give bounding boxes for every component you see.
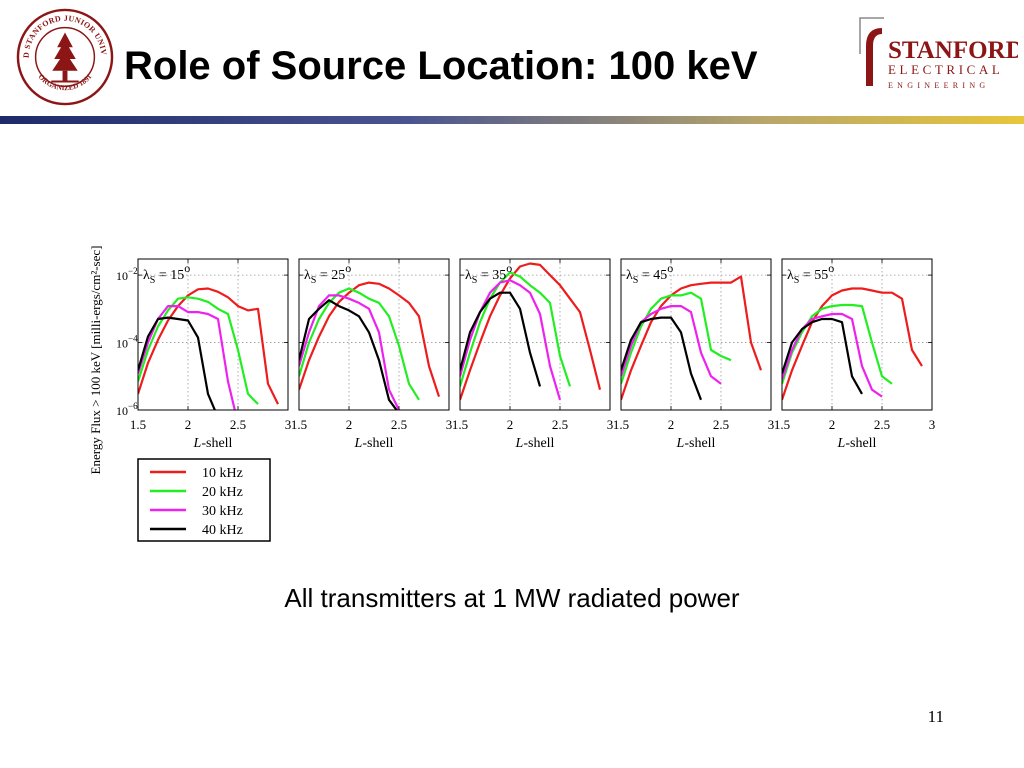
logo-arch-icon (866, 28, 882, 86)
logo-line-electrical: ELECTRICAL (888, 62, 1003, 77)
x-tick-label: 3 (446, 417, 453, 432)
y-tick-label: 10−6 (116, 401, 138, 418)
x-tick-label: 3 (607, 417, 614, 432)
series-line-10-khz (782, 287, 923, 401)
series-group (621, 275, 763, 401)
x-tick-label: 2 (829, 417, 836, 432)
stanford-ee-logo: STANFORD ELECTRICAL ENGINEERING (859, 17, 1018, 90)
legend-label: 30 kHz (202, 504, 243, 519)
redwood-tree-icon (51, 32, 79, 83)
plot-frame (459, 258, 611, 411)
series-line-40-khz (621, 316, 703, 401)
legend-label: 10 kHz (202, 466, 243, 481)
logo-line-stanford: STANFORD (888, 37, 1018, 64)
legend-label: 20 kHz (202, 485, 243, 500)
y-tick-label: 10−4 (116, 334, 138, 351)
series-line-30-khz (460, 279, 562, 401)
chart-panel-1: 1.5 2 2.5 3 10−6 10−4 10−2 L-shell λS = 15o (116, 258, 292, 451)
panel-latitude-label: λS = 35o (465, 261, 512, 286)
svg-text:Energy Flux > 100 keV [milli-e: Energy Flux > 100 keV [milli-ergs/cm²-se… (88, 246, 103, 475)
x-tick-label: 2 (668, 417, 675, 432)
plot-frame (620, 258, 772, 411)
x-tick-label: 2 (346, 417, 353, 432)
series-line-30-khz (782, 312, 883, 398)
slide-number: 11 (927, 707, 944, 726)
x-tick-label: 1.5 (130, 417, 146, 432)
x-tick-label: 2.5 (874, 417, 890, 432)
chart-panel-4: 1.5 2 2.5 3 L-shell λS = 45o (613, 258, 775, 451)
slide-title: Role of Source Location: 100 keV (124, 44, 758, 88)
series-group (138, 287, 279, 410)
x-tick-label: 1.5 (291, 417, 307, 432)
legend-label: 40 kHz (202, 523, 243, 538)
x-axis-label: L-shell (515, 436, 555, 451)
chart-panel-2: 1.5 2 2.5 3 L-shell λS = 25o (291, 258, 453, 451)
series-line-10-khz (299, 281, 441, 397)
plot-background (138, 259, 288, 410)
plot-frame (781, 258, 933, 411)
x-axis-label: L-shell (193, 436, 233, 451)
series-group (299, 281, 441, 410)
y-tick-label: 10−2 (116, 266, 138, 283)
panel-latitude-label: λS = 45o (626, 261, 673, 286)
stanford-seal-logo: LELAND STANFORD JUNIOR UNIVERSITY ORGANI… (16, 8, 114, 106)
chart-panel-3: 1.5 2 2.5 3 L-shell λS = 35o (452, 258, 614, 451)
x-tick-label: 2 (185, 417, 192, 432)
energy-flux-figure: Energy Flux > 100 keV [milli-ergs/cm²-se… (88, 246, 936, 542)
panel-latitude-label: λS = 55o (787, 261, 834, 286)
series-line-20-khz (138, 296, 259, 405)
logo-line-engineering: ENGINEERING (888, 81, 990, 90)
series-line-20-khz (621, 291, 732, 385)
x-tick-label: 2.5 (552, 417, 568, 432)
x-tick-label: 2 (507, 417, 514, 432)
series-line-20-khz (782, 303, 893, 385)
x-tick-label: 2.5 (230, 417, 246, 432)
series-line-10-khz (621, 275, 763, 401)
x-tick-label: 2.5 (391, 417, 407, 432)
series-line-10-khz (138, 287, 279, 405)
series-line-40-khz (460, 291, 542, 387)
x-tick-label: 2.5 (713, 417, 729, 432)
series-line-10-khz (460, 262, 602, 401)
x-tick-label: 3 (285, 417, 292, 432)
x-tick-label: 3 (929, 417, 936, 432)
series-line-30-khz (299, 294, 400, 410)
x-axis-label: L-shell (354, 436, 394, 451)
x-tick-label: 1.5 (774, 417, 790, 432)
x-axis-label: L-shell (837, 436, 877, 451)
series-group (782, 287, 923, 401)
x-axis-label: L-shell (676, 436, 716, 451)
slide-caption: All transmitters at 1 MW radiated power (284, 583, 740, 613)
x-tick-label: 3 (768, 417, 775, 432)
plot-frame (298, 258, 450, 411)
series-line-40-khz (299, 299, 398, 410)
chart-panel-5: 1.5 2 2.5 3 L-shell λS = 55o (774, 258, 936, 451)
plot-frame (137, 258, 289, 411)
x-tick-label: 1.5 (613, 417, 629, 432)
series-group (460, 262, 602, 401)
panel-latitude-label: λS = 25o (304, 261, 351, 286)
x-tick-label: 1.5 (452, 417, 468, 432)
title-divider (0, 116, 1024, 124)
y-axis-label: Energy Flux > 100 keV [milli-ergs/cm²-se… (88, 246, 103, 475)
series-line-20-khz (299, 287, 420, 401)
series-line-40-khz (782, 317, 863, 395)
series-line-20-khz (460, 271, 572, 387)
panel-latitude-label: λS = 15o (143, 261, 190, 286)
legend: 10 kHz 20 kHz 30 kHz 40 kHz (137, 458, 271, 542)
series-line-40-khz (138, 316, 217, 410)
